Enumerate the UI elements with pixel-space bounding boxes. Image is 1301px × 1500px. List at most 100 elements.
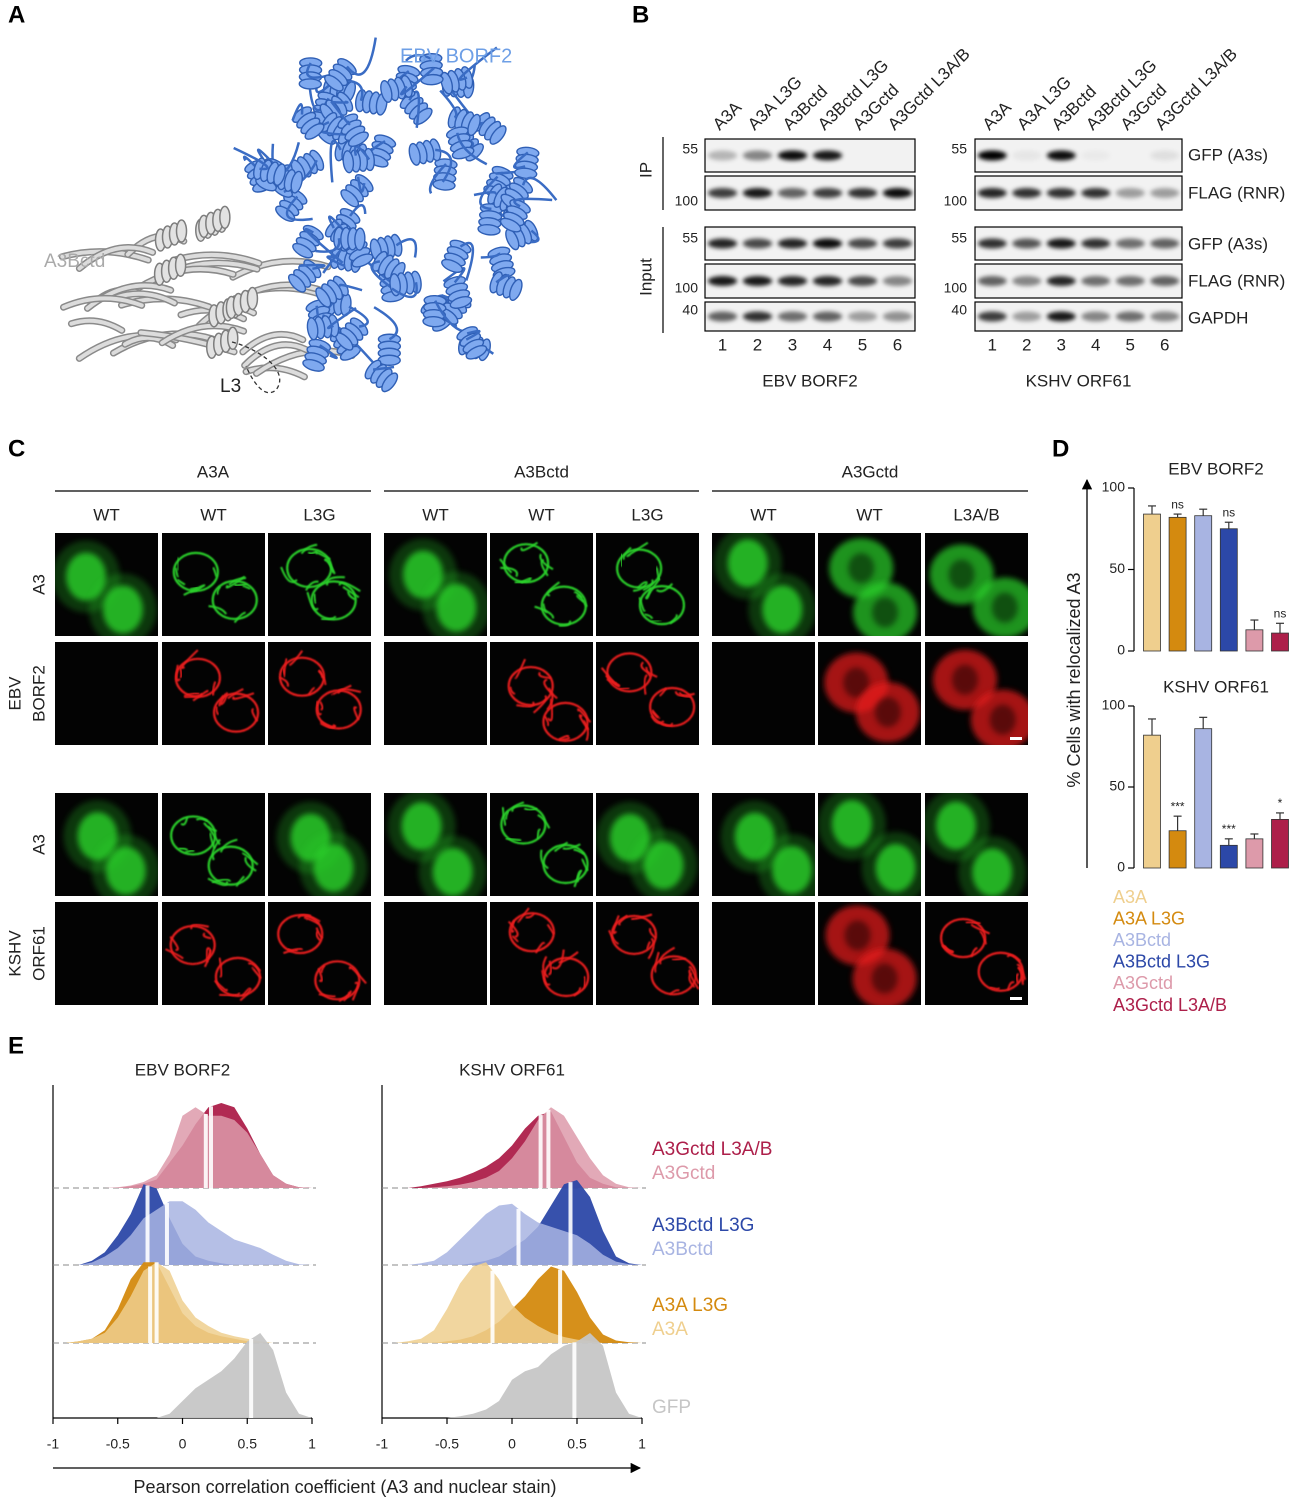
filament [303,915,321,923]
marker-label: 100 [675,193,699,209]
bar [1245,629,1264,652]
micrograph [712,902,815,1005]
borf2-loop [480,252,501,259]
band [1115,238,1145,249]
filament [180,816,189,826]
density [53,1333,312,1418]
filament [573,986,582,997]
filament-ring [638,585,686,626]
filament [315,927,324,939]
section-label: Input [636,258,655,296]
band [882,188,913,198]
filament [543,715,550,727]
band [777,238,808,249]
borf2-helix [324,74,344,92]
cytoplasm [91,834,158,896]
borf2-helix [440,71,454,95]
borf2-helix [477,223,501,236]
row-label: FLAG (RNR) [1188,271,1285,290]
band [847,276,878,286]
filament [283,947,303,955]
borf2-loop [291,103,304,121]
blot-strip [974,226,1183,261]
borf2-helix [451,146,475,160]
significance: *** [1222,822,1236,836]
filament-ring [507,665,554,707]
borf2-loop [439,89,458,119]
y-tick-label: 0 [1117,859,1125,875]
borf2-loop [395,238,418,258]
row-label: ORF61 [29,926,48,981]
filament [608,929,619,945]
filament-ring [310,580,357,621]
band [812,188,843,198]
filament [279,676,290,687]
filament [326,576,345,586]
band [1012,276,1042,286]
y-tick-label: 50 [1109,778,1125,794]
filament [620,553,623,567]
micrograph-bg [596,902,699,1005]
filament [688,969,699,990]
band [977,188,1007,198]
filament [505,810,510,820]
marker-label: 55 [682,141,698,157]
loop-l3 [231,341,281,394]
filament [180,649,199,670]
lane-header: A3A [979,97,1016,134]
density [53,1201,312,1265]
filament [581,857,589,872]
column-label: WT [200,505,226,524]
filament [239,987,252,1002]
filament [622,546,632,561]
group-label: A3A [197,462,230,481]
filament [316,701,323,716]
filament [300,543,318,555]
filament [654,951,660,974]
micrograph [384,793,487,896]
band [1081,276,1111,286]
series-label: A3A L3G [652,1295,728,1316]
density [382,1333,642,1418]
a3-ribbon [77,245,155,271]
micrograph [596,533,699,636]
x-axis-label: Pearson correlation coefficient (A3 and … [134,1477,557,1497]
filament [605,674,620,688]
bar [1168,830,1187,869]
cytoplasm [818,793,886,860]
scale-bar [1010,997,1022,1000]
a3-ribbon [137,267,236,290]
micrograph [490,533,593,636]
filament [190,923,210,930]
filament [632,582,648,592]
filament [659,946,676,965]
filament [1017,966,1024,985]
filament [538,671,552,679]
x-tick-label: -0.5 [106,1436,130,1452]
cytoplasm [629,829,698,896]
filament [353,706,360,721]
filament [537,814,551,829]
filament [631,913,653,921]
filament [212,566,218,578]
band [742,150,773,161]
filament [520,541,539,552]
borf2-loop [233,146,269,171]
column-label: WT [528,505,554,524]
filament-ring [314,960,361,1001]
micrograph [818,642,921,745]
blot-strip [704,226,916,261]
filament [183,584,206,596]
lane-number: 3 [1057,335,1066,354]
micrograph-bg [596,642,699,745]
filament [511,801,525,813]
micrograph [712,533,815,636]
filament [1016,963,1027,980]
density [53,1262,312,1343]
micrograph-bg [268,642,371,745]
borf2-loop [326,255,346,268]
borf2-loop [459,241,475,281]
borf2-helix [441,258,464,273]
micrograph-bg [55,902,158,1005]
filament-ring [939,917,987,959]
